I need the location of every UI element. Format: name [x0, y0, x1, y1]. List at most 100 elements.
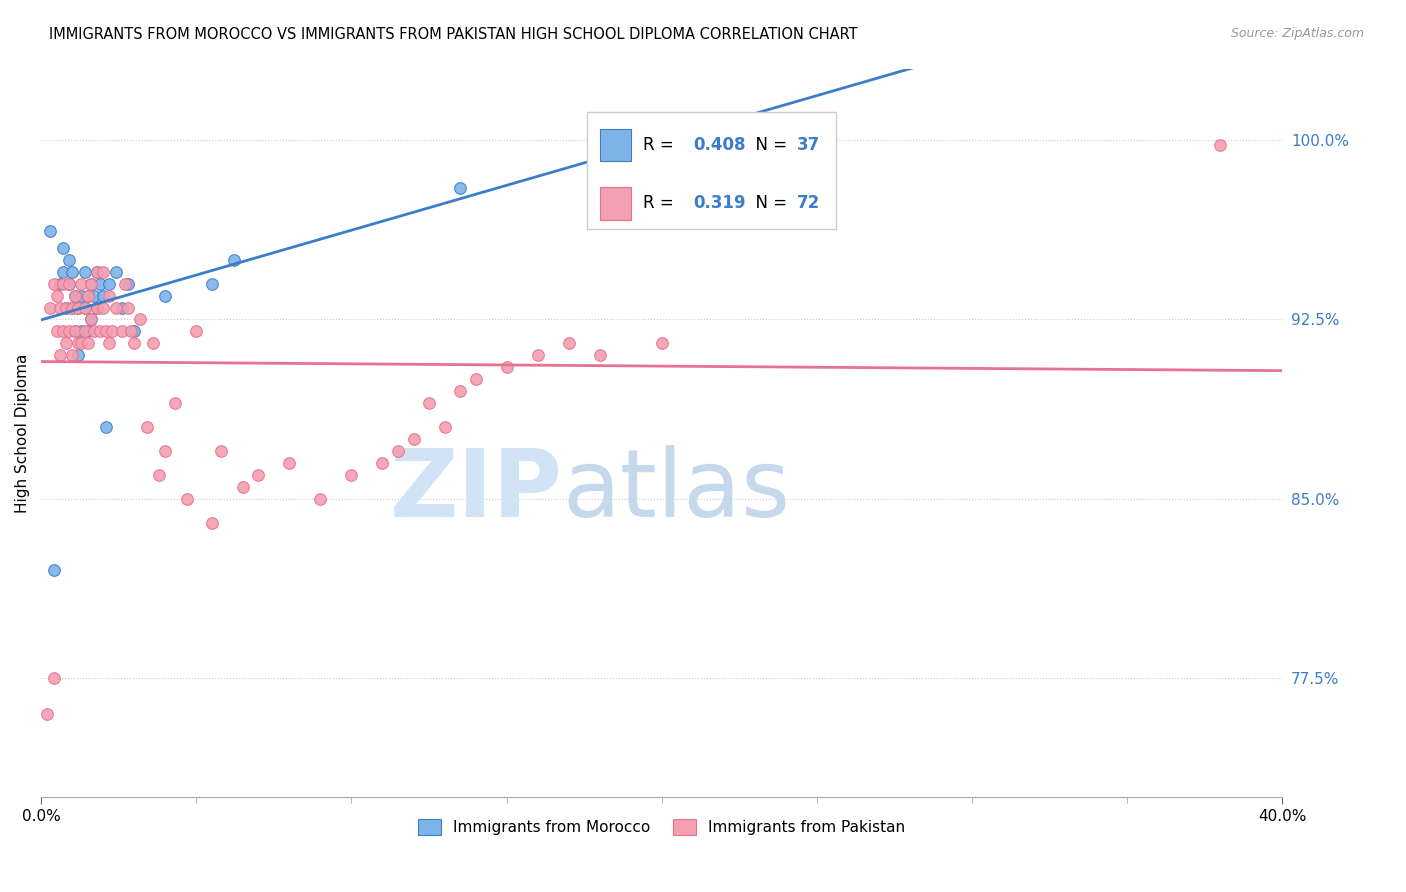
Point [96, 420, 118, 434]
Point [67, 348, 90, 362]
Text: N =: N = [745, 136, 793, 154]
Point [155, 288, 177, 302]
Point [135, 420, 157, 434]
FancyBboxPatch shape [600, 128, 631, 161]
Point [73, 325, 96, 339]
Text: Source: ZipAtlas.com: Source: ZipAtlas.com [1230, 27, 1364, 40]
Point [76, 336, 98, 351]
Y-axis label: High School Diploma: High School Diploma [15, 353, 30, 513]
Point [52, 325, 75, 339]
Point [651, 336, 673, 351]
Point [52, 277, 75, 291]
Point [98, 277, 121, 291]
Point [52, 265, 75, 279]
Point [48, 301, 70, 315]
Point [48, 348, 70, 362]
Point [117, 301, 139, 315]
Point [39, 224, 62, 238]
Point [176, 491, 198, 506]
Text: ZIP: ZIP [389, 445, 562, 537]
Point [55, 301, 77, 315]
Point [449, 384, 471, 399]
Point [122, 325, 145, 339]
Point [70, 336, 93, 351]
Point [96, 325, 118, 339]
Point [557, 336, 579, 351]
Point [201, 516, 224, 530]
Point [39, 301, 62, 315]
Point [55, 301, 77, 315]
Point [155, 444, 177, 458]
Text: 0.408: 0.408 [693, 136, 745, 154]
Text: IMMIGRANTS FROM MOROCCO VS IMMIGRANTS FROM PAKISTAN HIGH SCHOOL DIPLOMA CORRELAT: IMMIGRANTS FROM MOROCCO VS IMMIGRANTS FR… [49, 27, 858, 42]
Point [65, 288, 87, 302]
Point [371, 456, 394, 470]
Point [73, 301, 96, 315]
Point [73, 265, 96, 279]
Point [111, 301, 134, 315]
Point [91, 265, 114, 279]
Point [86, 301, 108, 315]
Text: N =: N = [745, 194, 793, 212]
Text: R =: R = [643, 194, 679, 212]
Point [60, 348, 83, 362]
Point [45, 288, 67, 302]
Point [86, 301, 108, 315]
Point [52, 241, 75, 255]
Point [89, 325, 111, 339]
Point [402, 432, 425, 446]
Point [76, 325, 98, 339]
Point [111, 325, 134, 339]
Point [67, 301, 90, 315]
Text: R =: R = [643, 136, 679, 154]
Point [222, 252, 245, 267]
FancyBboxPatch shape [588, 112, 835, 229]
Point [42, 563, 65, 577]
Point [278, 456, 301, 470]
Point [104, 301, 127, 315]
Point [76, 288, 98, 302]
Point [80, 312, 103, 326]
Point [80, 277, 103, 291]
Point [37, 706, 59, 721]
Point [1209, 138, 1232, 153]
Point [55, 336, 77, 351]
Point [67, 336, 90, 351]
Point [142, 336, 165, 351]
Point [101, 325, 124, 339]
Point [201, 277, 224, 291]
Point [91, 301, 114, 315]
Text: 72: 72 [797, 194, 820, 212]
Point [418, 396, 440, 410]
Point [98, 336, 121, 351]
Point [58, 277, 80, 291]
Point [309, 491, 332, 506]
Point [80, 312, 103, 326]
Point [340, 467, 363, 482]
Point [387, 444, 409, 458]
Point [42, 671, 65, 685]
Point [48, 277, 70, 291]
Point [80, 277, 103, 291]
Point [464, 372, 486, 386]
Point [65, 325, 87, 339]
Point [42, 277, 65, 291]
Point [86, 265, 108, 279]
Point [589, 348, 612, 362]
Point [122, 336, 145, 351]
Point [70, 325, 93, 339]
Point [247, 467, 270, 482]
Point [76, 288, 98, 302]
Point [120, 325, 142, 339]
Point [67, 301, 90, 315]
Text: atlas: atlas [562, 445, 790, 537]
Point [117, 277, 139, 291]
Point [65, 325, 87, 339]
Point [58, 325, 80, 339]
Point [232, 480, 254, 494]
Point [186, 325, 208, 339]
Point [104, 265, 127, 279]
Text: 0.319: 0.319 [693, 194, 745, 212]
Point [433, 420, 456, 434]
Point [60, 301, 83, 315]
